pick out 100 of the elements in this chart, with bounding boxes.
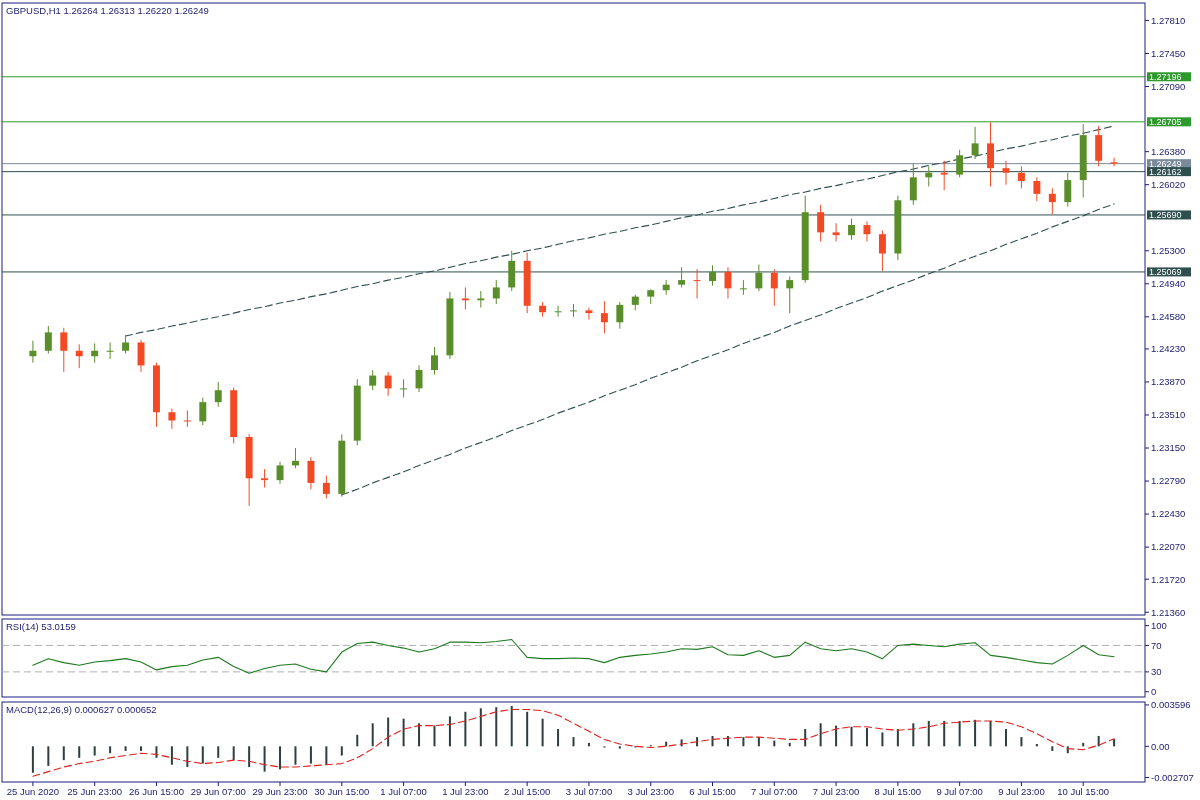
candlestick <box>276 461 284 485</box>
bar <box>479 708 482 747</box>
bar <box>557 729 560 747</box>
y-tick-label: 1.23870 <box>1151 376 1186 388</box>
x-tick-label: 29 Jun 23:00 <box>252 786 308 797</box>
candlestick <box>848 218 855 241</box>
x-tick-label: 1 Jul 23:00 <box>442 786 489 797</box>
y-tick-label: -0.002707 <box>1151 771 1194 783</box>
bar <box>109 746 112 754</box>
bar <box>881 732 884 747</box>
bar <box>387 717 390 747</box>
x-tick-label: 7 Jul 23:00 <box>812 786 860 797</box>
bar <box>742 737 745 747</box>
bar <box>93 746 96 756</box>
bar <box>541 718 544 747</box>
bar <box>325 746 328 765</box>
candlestick <box>693 268 701 299</box>
bar <box>217 746 220 758</box>
candlestick <box>461 286 469 310</box>
y-tick-label: 1.24230 <box>1151 343 1186 355</box>
x-tick-label: 9 Jul 07:00 <box>936 786 983 797</box>
x-tick-label: 26 Jun 15:00 <box>128 786 184 797</box>
candlestick <box>1002 160 1010 186</box>
x-tick-label: 6 Jul 15:00 <box>689 786 736 797</box>
candlestick <box>322 475 330 499</box>
x-tick-label: 30 Jun 15:00 <box>314 786 370 797</box>
x-tick-label: 29 Jun 07:00 <box>190 786 246 797</box>
y-tick-label: 1.21360 <box>1151 606 1186 618</box>
bar <box>263 746 266 772</box>
candlestick <box>1064 172 1072 208</box>
bar <box>510 706 513 747</box>
x-tick-label: 2 Jul 15:00 <box>503 786 551 797</box>
bar <box>47 746 50 766</box>
bar <box>1051 746 1054 751</box>
ref-line-label: 1.27196 <box>1149 71 1182 82</box>
candlestick <box>400 378 408 399</box>
candlestick <box>60 327 68 373</box>
ref-line-label: 1.25069 <box>1149 267 1182 278</box>
bar <box>1004 729 1007 747</box>
bar <box>371 723 374 747</box>
candlestick <box>585 307 593 321</box>
bar <box>958 720 961 747</box>
bar <box>464 711 467 747</box>
y-tick-label: 1.27450 <box>1151 47 1186 59</box>
candlestick <box>863 220 871 243</box>
candlestick <box>168 408 176 430</box>
candlestick <box>44 325 52 354</box>
candlestick <box>832 222 840 243</box>
candlestick <box>570 303 577 318</box>
bar <box>1020 737 1023 747</box>
bar <box>1113 739 1116 747</box>
bar <box>495 707 498 747</box>
bar <box>140 746 143 751</box>
bar <box>402 718 405 747</box>
candlestick <box>940 160 948 191</box>
y-tick-label: 1.24580 <box>1151 311 1186 323</box>
candlestick <box>1048 187 1056 215</box>
candlestick <box>1110 157 1118 167</box>
y-tick-label: 1.27810 <box>1151 14 1186 26</box>
bar <box>309 746 312 764</box>
candlestick <box>122 334 130 354</box>
bar <box>850 726 853 747</box>
bar <box>912 723 915 747</box>
y-tick-label: 70 <box>1151 639 1162 651</box>
candlestick <box>106 341 114 360</box>
chart-title: GBPUSD,H1 1.26264 1.26313 1.26220 1.26249 <box>6 5 209 16</box>
bar <box>433 725 436 747</box>
candlestick <box>709 264 716 287</box>
bar <box>155 746 158 758</box>
candlestick <box>817 204 825 243</box>
x-tick-label: 1 Jul 07:00 <box>380 786 427 797</box>
ref-line-label: 1.26705 <box>1149 116 1182 127</box>
x-tick-label: 3 Jul 23:00 <box>627 786 674 797</box>
candlestick <box>431 346 438 376</box>
candlestick <box>1033 176 1041 202</box>
bar <box>819 723 822 747</box>
candlestick <box>183 409 191 428</box>
bar <box>186 746 189 768</box>
candlestick <box>616 301 624 330</box>
y-tick-label: 1.23150 <box>1151 442 1186 454</box>
bar <box>418 723 421 747</box>
candlestick <box>492 279 500 305</box>
chart-title: MACD(12,26,9) 0.000627 0.000652 <box>6 704 157 715</box>
bar <box>865 727 868 747</box>
candlestick <box>724 266 732 299</box>
candlestick <box>554 305 562 318</box>
candlestick <box>199 397 207 426</box>
ref-line-label: 1.25690 <box>1149 210 1182 221</box>
bar <box>31 746 34 773</box>
candlestick <box>261 468 269 488</box>
ref-line-label: 1.26249 <box>1149 158 1182 169</box>
y-tick-label: 1.26380 <box>1151 145 1186 157</box>
y-tick-label: 30 <box>1151 666 1162 678</box>
bar <box>279 746 282 770</box>
x-tick-label: 8 Jul 15:00 <box>874 786 922 797</box>
x-tick-label: 10 Jul 15:00 <box>1057 786 1110 797</box>
candlestick <box>1017 165 1025 189</box>
bar <box>927 720 930 747</box>
bar <box>170 746 173 765</box>
chart-title: RSI(14) 53.0159 <box>6 621 76 632</box>
